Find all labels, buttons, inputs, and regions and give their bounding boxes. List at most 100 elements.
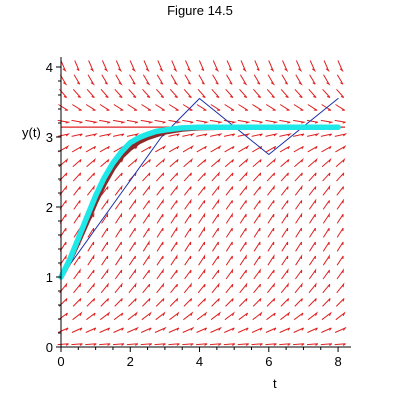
field-arrow [184,227,192,238]
field-arrow [198,226,206,238]
field-arrow [171,60,178,73]
field-arrow [225,186,234,196]
field-arrow [212,60,219,73]
field-arrow [115,212,123,224]
field-arrow [142,172,151,182]
field-arrow [268,60,275,73]
field-arrow [295,254,303,266]
field-arrow [223,133,236,137]
field-arrow [142,184,151,196]
field-arrow [322,283,331,294]
field-arrow [156,255,164,266]
direction-field [57,60,348,346]
field-arrow [198,254,206,266]
field-arrow [224,159,234,168]
field-arrow [198,241,206,252]
field-arrow [238,312,249,321]
field-arrow [85,343,97,346]
field-arrow [253,268,261,280]
field-arrow [85,133,98,137]
field-arrow [251,327,263,333]
field-arrow [321,327,332,333]
field-arrow [209,343,222,346]
field-arrow [85,119,99,124]
field-arrow [281,74,289,85]
field-arrow [113,327,124,333]
field-arrow [115,60,122,73]
field-arrow [126,119,138,124]
field-arrow [212,227,219,238]
field-arrow [239,254,247,266]
field-arrow [265,104,276,111]
field-arrow [170,254,178,266]
field-arrow [323,74,331,86]
field-arrow [280,172,289,182]
field-arrow [253,74,261,85]
y-tick-label: 2 [46,200,53,215]
field-arrow [265,119,279,124]
field-arrow [238,104,249,111]
field-arrow [294,282,303,294]
field-arrow [238,145,250,153]
field-arrow [334,343,346,346]
field-arrow [308,172,317,182]
field-arrow [253,283,261,294]
field-arrow [225,172,234,182]
field-arrow [86,298,96,307]
field-arrow [293,312,304,321]
field-arrow [59,213,67,224]
x-tick-label: 8 [334,354,341,369]
field-arrow [129,60,136,73]
field-arrow [154,119,166,124]
field-arrow [184,213,192,224]
field-arrow [170,226,178,238]
field-arrow [73,268,81,280]
field-arrow [59,172,68,182]
field-arrow [211,171,220,182]
field-arrow [336,282,345,294]
field-arrow [170,241,178,252]
field-arrow [322,254,330,266]
field-arrow [59,200,67,210]
field-arrow [168,343,180,346]
field-arrow [156,227,164,238]
field-arrow [71,133,83,137]
field-arrow [99,119,111,124]
field-arrow [73,282,82,294]
field-arrow [113,312,124,321]
field-arrow [128,255,136,266]
field-arrow [114,88,123,98]
field-arrow [198,212,206,224]
field-arrow [254,60,260,71]
field-arrow [322,88,331,98]
field-arrow [266,157,277,168]
field-arrow [114,172,123,182]
field-arrow [211,198,220,210]
field-arrow [294,184,303,196]
field-arrow [114,200,123,210]
field-arrow [140,343,152,346]
field-arrow [308,186,317,196]
field-arrow [57,133,71,137]
field-arrow [309,227,316,238]
field-arrow [155,104,165,111]
field-arrow [239,88,248,98]
field-arrow [197,268,206,280]
field-arrow [142,298,151,307]
field-arrow [321,311,332,321]
field-arrow [334,119,346,124]
field-arrow [237,119,251,124]
field-arrow [281,186,289,196]
field-arrow [88,60,95,73]
field-arrow [128,213,136,224]
field-arrow [308,88,317,98]
field-arrow [86,157,97,168]
field-arrow [169,298,179,307]
field-arrow [252,104,262,111]
field-arrow [141,104,152,111]
field-arrow [58,104,69,111]
field-arrow [141,145,152,153]
field-arrow [211,269,220,280]
field-arrow [198,74,205,85]
field-arrow [306,343,319,346]
